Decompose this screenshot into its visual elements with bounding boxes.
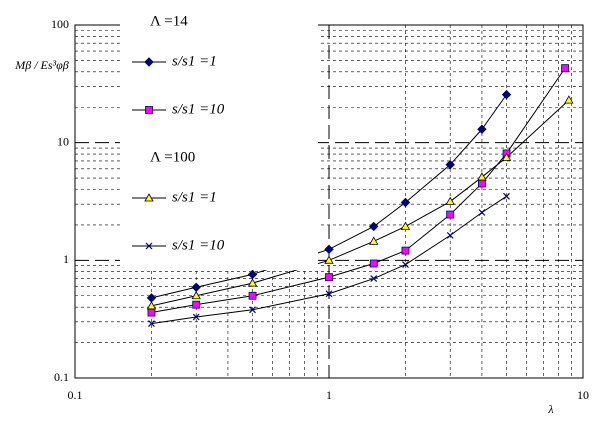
marker (324, 255, 334, 264)
marker (445, 159, 455, 170)
marker (369, 236, 379, 245)
marker (325, 273, 333, 282)
marker (192, 313, 200, 321)
legend-label: s/s1 =1 (172, 189, 217, 205)
x-tick-label: 1 (326, 388, 332, 402)
plot-frame (74, 24, 584, 379)
marker (146, 301, 157, 310)
marker (370, 275, 378, 282)
marker (564, 95, 574, 104)
marker (249, 306, 256, 314)
y-tick-label: 0.1 (54, 370, 69, 384)
marker (248, 291, 257, 300)
legend-group-title: Λ =100 (150, 149, 195, 165)
marker (145, 242, 153, 250)
marker (148, 320, 155, 328)
marker (325, 290, 333, 298)
x-axis-label: λ (547, 402, 553, 416)
marker (561, 64, 569, 73)
marker (503, 192, 510, 200)
marker (446, 210, 455, 219)
marker (501, 152, 512, 161)
marker (446, 231, 454, 239)
marker (144, 193, 154, 202)
marker (400, 221, 411, 230)
marker (247, 278, 258, 287)
marker (478, 179, 486, 188)
legend-label: s/s1 =10 (172, 101, 225, 117)
marker (501, 89, 512, 100)
x-tick-label: 10 (577, 388, 589, 402)
marker (401, 246, 410, 255)
marker (147, 308, 156, 317)
marker (369, 221, 379, 232)
legend-group-title: Λ =14 (150, 13, 188, 29)
y-axis-label: Mβ / Es³φβ (14, 58, 69, 72)
marker (400, 197, 411, 208)
marker (191, 290, 201, 300)
marker (144, 57, 154, 67)
y-tick-label: 1 (63, 252, 69, 266)
marker (192, 300, 201, 309)
marker (477, 172, 487, 181)
marker (478, 209, 486, 216)
plot (146, 64, 574, 328)
legend-label: s/s1 =1 (172, 53, 217, 69)
marker (402, 261, 409, 269)
legend-box (120, 8, 318, 270)
y-tick-label: 100 (51, 17, 69, 31)
series-line (151, 67, 566, 314)
marker (445, 196, 455, 205)
x-tick-label: 0.1 (68, 388, 83, 402)
legend-label: s/s1 =10 (172, 237, 225, 253)
y-tick-label: 10 (57, 134, 69, 148)
marker (477, 124, 487, 134)
series-line (151, 99, 570, 307)
marker (145, 106, 153, 114)
marker (369, 259, 378, 268)
legend: Λ =14 s/s1 =1 s/s1 =10 Λ =100 s/s1 =1 s/s1 =1… (132, 13, 225, 253)
marker (324, 244, 334, 255)
